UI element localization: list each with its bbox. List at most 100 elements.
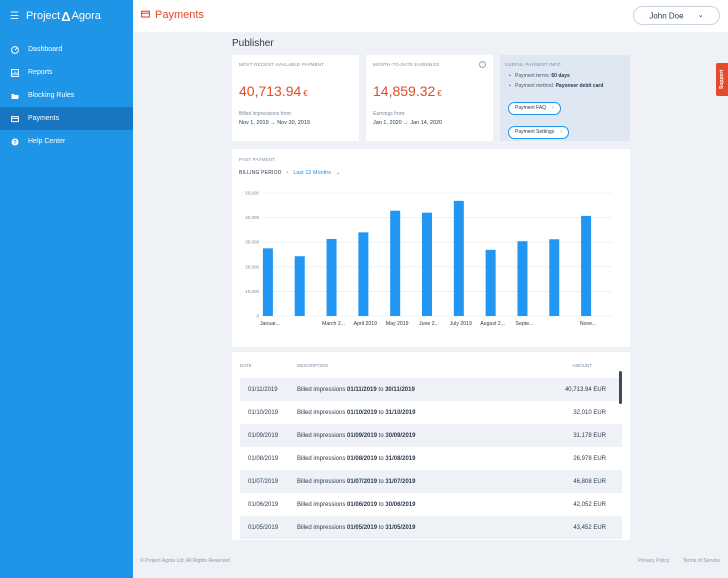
privacy-policy-link[interactable]: Privacy Policy — [638, 558, 670, 564]
sidebar-item-payments[interactable]: Payments — [0, 107, 133, 130]
description-to: 31/10/2019 — [385, 409, 416, 416]
billing-period-select[interactable]: Last 12 Months ⌄ — [293, 170, 340, 176]
description-from: 01/09/2019 — [347, 432, 378, 439]
description-from: 01/07/2019 — [347, 478, 378, 485]
x-tick-label: Januar... — [260, 321, 280, 327]
chart-bar[interactable] — [326, 239, 337, 316]
payment-info-card: Useful payment info Payment terms: 60 da… — [500, 55, 630, 141]
x-tick-label: March 2... — [322, 321, 345, 327]
description-to: 30/11/2019 — [385, 386, 415, 393]
table-row: 01/07/2019 Billed impressions 01/07/2019 … — [240, 470, 622, 493]
description-to: 30/06/2019 — [385, 501, 416, 508]
separator-dot: • — [286, 170, 289, 176]
month-to-date-card: Month-to-date earnings ? 14,859.32 € Earn… — [366, 55, 493, 141]
payment-method-label: Payment method: — [515, 83, 555, 89]
sidebar-item-dashboard[interactable]: Dashboard — [0, 38, 133, 61]
earnings-range: Jan 1, 2020 → Jan 14, 2020 — [373, 120, 443, 126]
table-row: 01/06/2019 Billed impressions 01/06/2019 … — [240, 493, 622, 516]
y-tick-label: 30,000 — [245, 240, 259, 245]
table-scrollbar[interactable] — [619, 371, 622, 404]
payments-icon — [11, 115, 19, 123]
sidebar-item-label: Payments — [28, 115, 60, 122]
x-tick-label: Septe... — [516, 321, 534, 327]
billed-from-label: Billed impressions from: — [239, 111, 293, 117]
payment-terms-value: 60 days — [551, 73, 570, 79]
support-tab[interactable]: Support — [716, 63, 728, 96]
help-icon[interactable]: ? — [479, 61, 486, 68]
y-tick-label: 50,000 — [245, 191, 259, 196]
currency-symbol: € — [437, 89, 442, 98]
user-menu-button[interactable]: John Doe ⌄ — [633, 6, 720, 25]
month-to-date-amount: 14,859.32 — [373, 83, 436, 99]
x-tick-label: Nove... — [580, 321, 596, 327]
recent-payment-card: Most recent available payment 40,713.94 €… — [232, 55, 359, 141]
logo-mark: Δ — [61, 8, 71, 24]
chart-bar[interactable] — [549, 239, 560, 316]
table-row: 01/09/2019 Billed impressions 01/09/2019 … — [240, 424, 622, 447]
description-joiner: to — [378, 524, 384, 531]
x-tick-label: April 2019 — [354, 321, 377, 327]
description-prefix: Billed impressions — [297, 501, 346, 508]
row-amount: 31,178 EUR — [573, 432, 606, 439]
page-title: Payments — [141, 9, 204, 21]
brand: ☰ Project Δ Agora — [0, 0, 133, 32]
sidebar-item-reports[interactable]: Reports — [0, 61, 133, 84]
description-joiner: to — [378, 409, 384, 416]
row-amount: 40,713.94 EUR — [564, 386, 606, 393]
recent-payment-amount: 40,713.94 — [239, 83, 302, 99]
table-row: 01/10/2019 Billed impressions 01/10/2019 … — [240, 401, 622, 424]
payment-faq-button[interactable]: Payment FAQ › — [508, 102, 561, 115]
description-prefix: Billed impressions — [297, 524, 346, 531]
chevron-down-icon: ⌄ — [335, 170, 341, 176]
x-tick-label: August 2... — [480, 321, 505, 327]
earnings-from-label: Earnings from: — [373, 111, 406, 117]
top-header: Payments John Doe ⌄ — [133, 0, 728, 32]
chart-bar[interactable] — [581, 215, 592, 316]
recent-payment-value: 40,713.94 € — [239, 83, 352, 99]
chart-bar[interactable] — [517, 241, 528, 316]
brand-name-right: Agora — [71, 10, 101, 22]
row-date: 01/07/2019 — [248, 478, 279, 485]
description-from: 01/11/2019 — [347, 386, 377, 393]
chevron-down-icon: ⌄ — [697, 12, 704, 20]
payment-method-value: Payoneer debit card — [555, 83, 604, 89]
chart-bar[interactable] — [422, 212, 432, 316]
chart-bar[interactable] — [262, 248, 273, 316]
payment-settings-button[interactable]: Payment Settings › — [508, 126, 569, 139]
billing-period-row: Billing period • Last 12 Months ⌄ — [239, 170, 623, 176]
sidebar-item-help-center[interactable]: ? Help Center — [0, 130, 133, 153]
chart-bar[interactable] — [453, 200, 464, 316]
billing-period-value: Last 12 Months — [293, 170, 331, 176]
sidebar-item-blocking-rules[interactable]: Blocking Rules — [0, 84, 133, 107]
billed-range: Nov 1, 2019 → Nov 30, 2019 — [239, 120, 310, 126]
payment-faq-label: Payment FAQ — [515, 105, 547, 111]
sidebar-item-label: Blocking Rules — [28, 92, 75, 99]
footer-links: Privacy Policy Terms of Service — [626, 558, 720, 564]
chart-bar[interactable] — [485, 249, 496, 316]
row-amount: 26,978 EUR — [573, 455, 606, 462]
row-amount: 43,452 EUR — [573, 524, 606, 531]
payment-terms-label: Payment terms: — [515, 73, 551, 79]
terms-of-service-link[interactable]: Terms of Service — [682, 558, 720, 564]
row-date: 01/05/2019 — [248, 524, 279, 531]
chart-bar[interactable] — [358, 232, 369, 316]
payment-method: Payment method: Payoneer debit card — [505, 83, 625, 89]
page-title-text: Payments — [155, 9, 204, 21]
row-date: 01/11/2019 — [248, 386, 278, 393]
chevron-right-icon: › — [560, 129, 562, 135]
chart-bar[interactable] — [390, 210, 401, 316]
user-name: John Doe — [649, 11, 684, 21]
description-from: 01/08/2019 — [347, 455, 378, 462]
payments-icon — [141, 10, 150, 20]
chart-bar[interactable] — [294, 256, 305, 316]
card-label: Past payment — [239, 157, 276, 162]
column-header-date: Date — [240, 362, 252, 368]
reports-icon — [11, 68, 19, 77]
hamburger-menu-icon[interactable]: ☰ — [10, 10, 19, 22]
row-description: Billed impressions 01/06/2019 to 30/06/2… — [297, 502, 532, 508]
row-description: Billed impressions 01/09/2019 to 30/09/2… — [297, 433, 532, 439]
row-date: 01/10/2019 — [248, 409, 279, 416]
table-body: 01/11/2019 Billed impressions 01/11/2019 … — [240, 378, 622, 539]
row-date: 01/06/2019 — [248, 501, 279, 508]
help-icon: ? — [11, 138, 19, 146]
